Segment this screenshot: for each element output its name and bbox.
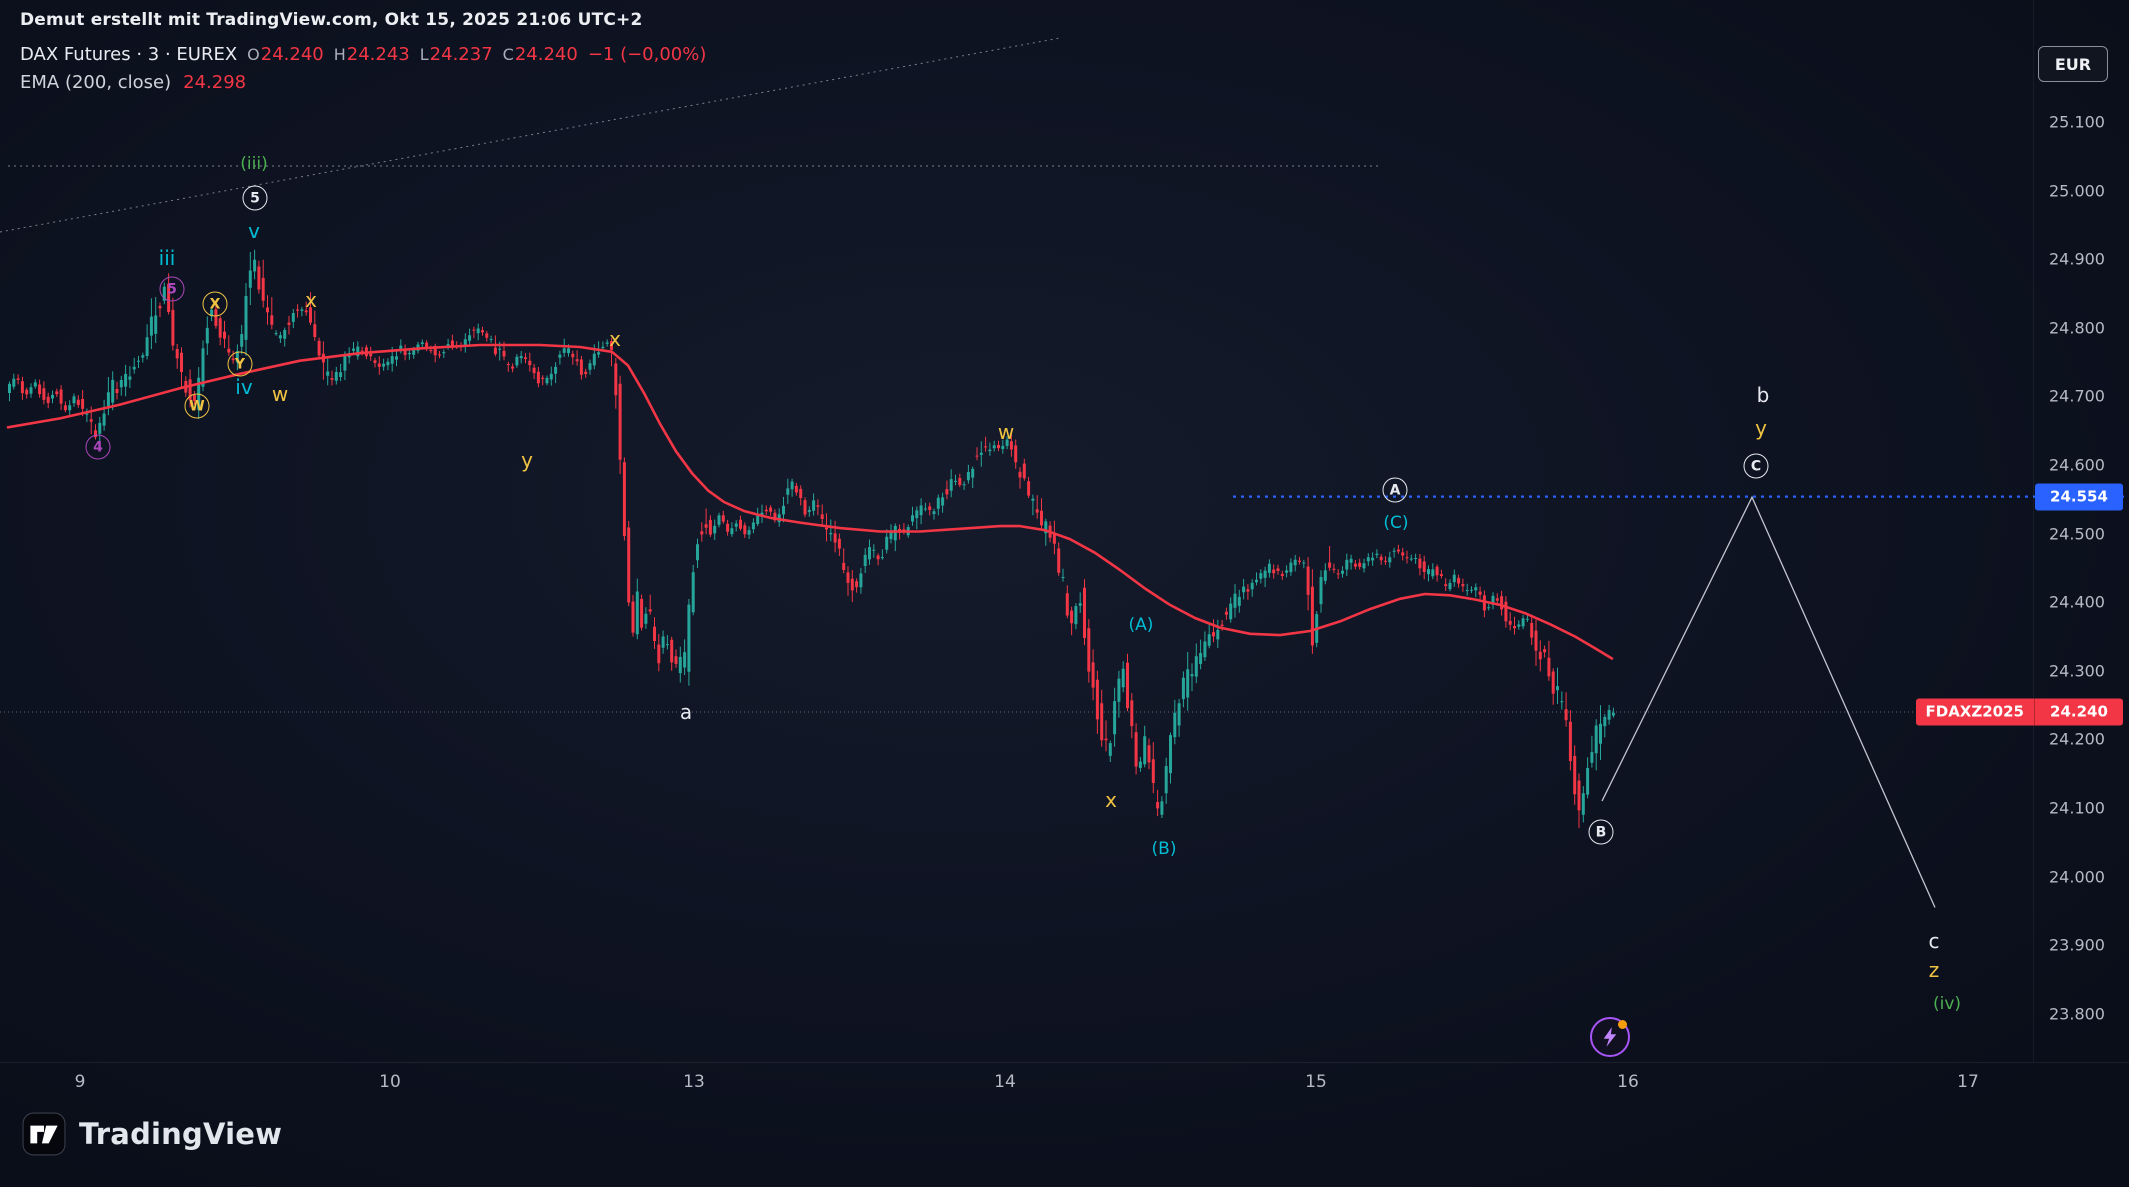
- ohlc-high: H24.243: [334, 44, 410, 65]
- candle-wicks-down: [17, 259, 1580, 828]
- candle-bodies-down: [16, 266, 1581, 811]
- wave-label-w[interactable]: w: [997, 420, 1015, 444]
- price-tick: 23.900: [2049, 935, 2105, 955]
- wave-label-y[interactable]: y: [1755, 416, 1767, 440]
- symbol-title[interactable]: DAX Futures · 3 · EUREX: [20, 44, 238, 65]
- time-tick: 17: [1957, 1072, 1979, 1092]
- indicator-name[interactable]: EMA (200, close): [20, 72, 172, 93]
- ohlc-close: C24.240: [503, 44, 578, 65]
- ohlc-low-letter: L: [419, 45, 429, 64]
- ohlc-open-value: 24.240: [260, 44, 324, 65]
- time-tick: 10: [379, 1072, 401, 1092]
- ohlc-low: L24.237: [420, 44, 493, 65]
- wave-label-v[interactable]: v: [248, 219, 260, 243]
- wave-label-c[interactable]: c: [1928, 929, 1940, 953]
- wave-label-4-circled[interactable]: 4: [85, 434, 111, 460]
- wave-label-x[interactable]: x: [305, 288, 317, 312]
- price-tick: 24.300: [2049, 661, 2105, 681]
- level-price-label: 24.554: [2035, 483, 2123, 511]
- tradingview-branding[interactable]: TradingView: [22, 1112, 282, 1156]
- price-tick: 25.000: [2049, 181, 2105, 201]
- ema-line[interactable]: [6, 343, 1614, 660]
- wave-label-iii[interactable]: iii: [158, 246, 176, 270]
- last-price-value: 24.240: [2034, 698, 2123, 726]
- ohlc-close-letter: C: [502, 45, 514, 64]
- ohlc-high-value: 24.243: [346, 44, 410, 65]
- change-value: −1 (−0,00%): [587, 44, 707, 65]
- wave-label-y-circled[interactable]: Y: [227, 351, 253, 377]
- wave-label-a[interactable]: a: [679, 700, 693, 724]
- wave-label-c[interactable]: (C): [1383, 513, 1409, 533]
- price-tick: 24.500: [2049, 524, 2105, 544]
- wave-label-5-circled[interactable]: 5: [159, 276, 185, 302]
- price-tick: 24.800: [2049, 318, 2105, 338]
- wave-label-a[interactable]: (A): [1128, 615, 1154, 635]
- wave-label-w-circled[interactable]: W: [184, 393, 210, 419]
- lightning-icon: [1601, 1026, 1619, 1048]
- projection-path[interactable]: [1601, 495, 1936, 908]
- time-tick: 16: [1617, 1072, 1639, 1092]
- wave-label-x-circled[interactable]: X: [202, 291, 228, 317]
- wave-label-w[interactable]: w: [271, 382, 289, 406]
- price-tick: 23.800: [2049, 1004, 2105, 1024]
- wave-label-z[interactable]: z: [1928, 958, 1940, 982]
- wave-label-iv[interactable]: (iv): [1932, 994, 1962, 1014]
- contract-symbol: FDAXZ2025: [1925, 702, 2025, 721]
- time-tick: 15: [1305, 1072, 1327, 1092]
- wave-label-y[interactable]: y: [521, 448, 533, 472]
- currency-button[interactable]: EUR: [2038, 46, 2108, 82]
- ohlc-close-value: 24.240: [514, 44, 578, 65]
- dotted-trendline[interactable]: [0, 37, 1061, 233]
- price-tick: 24.100: [2049, 798, 2105, 818]
- wave-label-b[interactable]: b: [1756, 383, 1770, 407]
- price-tick: 24.600: [2049, 455, 2105, 475]
- price-tick: 24.400: [2049, 592, 2105, 612]
- price-tick: 24.700: [2049, 386, 2105, 406]
- indicator-value: 24.298: [183, 72, 247, 93]
- tradingview-wordmark: TradingView: [79, 1117, 283, 1151]
- ohlc-low-value: 24.237: [429, 44, 493, 65]
- candle-wicks-up: [9, 249, 1614, 823]
- price-tick: 24.200: [2049, 729, 2105, 749]
- ohlc-open: O24.240: [247, 44, 324, 65]
- time-tick: 14: [994, 1072, 1016, 1092]
- wave-label-x[interactable]: x: [609, 327, 621, 351]
- wave-label-iv[interactable]: iv: [235, 375, 253, 399]
- wave-label-b[interactable]: (B): [1151, 839, 1177, 859]
- time-tick: 13: [683, 1072, 705, 1092]
- wave-label-x[interactable]: x: [1105, 788, 1117, 812]
- wave-label-iii[interactable]: (iii): [240, 154, 268, 174]
- flash-icon-button[interactable]: [1590, 1017, 1630, 1057]
- price-tick: 24.000: [2049, 867, 2105, 887]
- tradingview-logo-icon: [22, 1112, 66, 1156]
- last-price-label: FDAXZ2025 24.240: [1915, 698, 2123, 726]
- time-tick: 9: [74, 1072, 86, 1092]
- time-axis[interactable]: 9 10 13 14 15 16 17: [0, 1062, 2129, 1103]
- wave-label-b-circled[interactable]: B: [1588, 819, 1614, 845]
- symbol-legend: DAX Futures · 3 · EUREX O24.240 H24.243 …: [20, 44, 706, 65]
- wave-label-c-circled[interactable]: C: [1743, 453, 1769, 479]
- price-tick: 24.900: [2049, 249, 2105, 269]
- wave-label-5-circled[interactable]: 5: [242, 185, 268, 211]
- candle-bodies-up: [8, 259, 1615, 815]
- attribution-text: Demut erstellt mit TradingView.com, Okt …: [20, 10, 643, 30]
- wave-label-a-circled[interactable]: A: [1382, 477, 1408, 503]
- ohlc-high-letter: H: [333, 45, 346, 64]
- price-tick: 25.100: [2049, 112, 2105, 132]
- indicator-legend: EMA (200, close) 24.298: [20, 72, 246, 93]
- ohlc-open-letter: O: [247, 45, 260, 64]
- price-axis[interactable]: 25.100 25.000 24.900 24.800 24.700 24.600 24.5…: [2033, 0, 2129, 1062]
